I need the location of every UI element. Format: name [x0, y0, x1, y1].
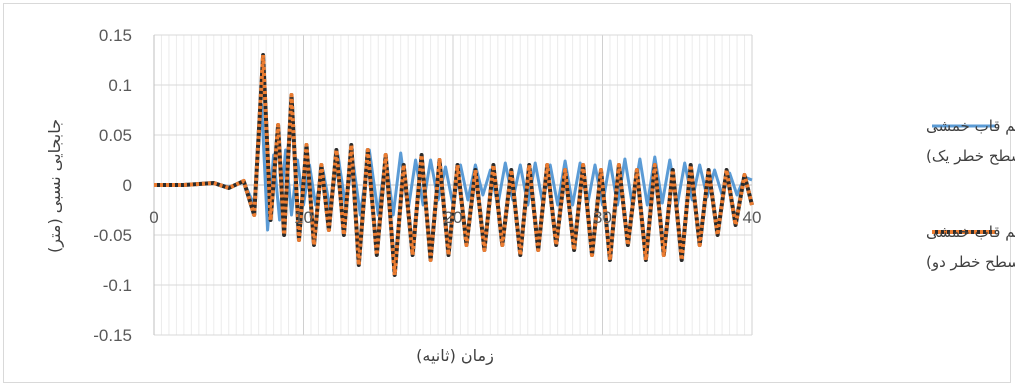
x-tick-label: 20 [444, 208, 463, 227]
y-tick-label: -0.05 [93, 226, 132, 245]
legend-label-1: (سطح خطر یک) [926, 147, 1015, 165]
x-tick-label: 0 [149, 208, 158, 227]
legend: سیستم قاب خمشی (سطح خطر یک) سیستم قاب خمشی… [926, 117, 1015, 271]
y-tick-label: -0.1 [103, 276, 132, 295]
series-layer [154, 53, 754, 277]
series-line-2 [154, 53, 754, 277]
series-line-1 [154, 103, 753, 232]
legend-label-2: سیستم قاب خمشی [926, 223, 1015, 241]
y-tick-label: 0.1 [108, 76, 132, 95]
legend-label-1: سیستم قاب خمشی [926, 117, 1015, 135]
y-tick-label: 0.15 [99, 26, 132, 45]
y-axis-title: جابجایی نسبی (متر) [45, 119, 65, 253]
y-tick-label: -0.15 [93, 326, 132, 345]
y-tick-label: 0.05 [99, 126, 132, 145]
x-tick-label: 10 [294, 208, 313, 227]
tick-labels: 0.15 0.1 0.05 0 -0.05 -0.1 -0.15 0 10 20 30 40 [93, 26, 761, 345]
y-tick-label: 0 [123, 176, 132, 195]
x-axis-title: زمان (ثانیه) [416, 346, 494, 366]
x-tick-label: 40 [743, 208, 762, 227]
x-tick-label: 30 [593, 208, 612, 227]
legend-label-2: (سطح خطر دو) [926, 253, 1015, 271]
